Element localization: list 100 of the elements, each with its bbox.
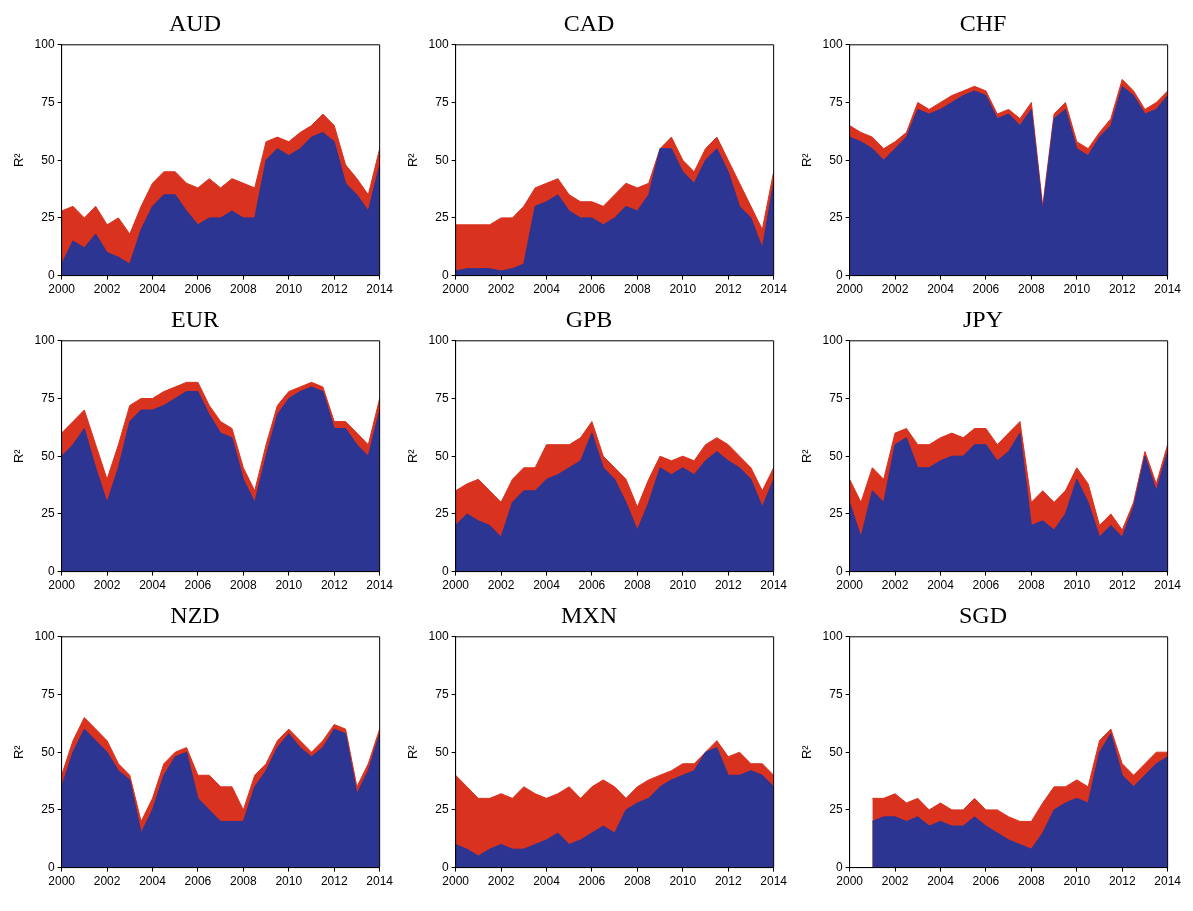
x-tick-label: 2006 [184,578,212,593]
chart-title: CHF [959,9,1007,36]
x-tick-label: 2010 [275,282,303,297]
x-tick-label: 2004 [139,282,167,297]
x-tick-label: 2014 [760,578,788,593]
x-tick-label: 2000 [442,578,470,593]
x-tick-label: 2010 [1063,282,1091,297]
y-axis-title: R² [799,448,815,464]
y-tick-label: 100 [428,629,449,644]
y-tick-label: 75 [41,686,55,701]
y-tick-label: 0 [835,859,843,874]
x-tick-label: 2008 [230,874,258,889]
x-tick-label: 2002 [881,578,909,593]
x-tick-label: 2008 [624,578,652,593]
y-axis-title: R² [405,448,421,464]
x-tick-label: 2008 [1018,578,1046,593]
x-tick-label: 2006 [972,578,1000,593]
y-tick-label: 50 [829,744,843,759]
y-tick-label: 0 [441,859,449,874]
y-tick-label: 25 [435,210,449,225]
y-tick-label: 25 [41,506,55,521]
y-axis-title: R² [799,744,815,760]
chart-title: GPB [565,305,613,332]
x-tick-label: 2012 [714,874,742,889]
x-tick-label: 2002 [93,282,121,297]
x-tick-label: 2002 [93,874,121,889]
y-tick-label: 100 [822,37,843,52]
x-tick-label: 2000 [48,578,76,593]
y-tick-label: 50 [829,448,843,463]
y-tick-label: 75 [435,390,449,405]
y-tick-label: 25 [829,210,843,225]
x-tick-label: 2006 [578,578,606,593]
y-tick-label: 50 [435,744,449,759]
x-tick-label: 2002 [487,578,515,593]
chart-title: CAD [563,9,615,36]
x-tick-label: 2012 [1108,578,1136,593]
x-tick-label: 2006 [184,282,212,297]
chart-title: NZD [170,601,220,628]
x-tick-label: 2000 [836,282,864,297]
y-tick-label: 0 [441,563,449,578]
x-tick-label: 2004 [927,282,955,297]
x-tick-label: 2004 [533,874,561,889]
x-tick-label: 2000 [442,874,470,889]
y-tick-label: 50 [829,152,843,167]
x-tick-label: 2014 [366,874,394,889]
x-tick-label: 2000 [48,874,76,889]
y-tick-label: 50 [435,152,449,167]
x-tick-label: 2000 [48,282,76,297]
chart-title: AUD [169,9,221,36]
y-tick-label: 75 [41,94,55,109]
x-tick-label: 2014 [1154,874,1182,889]
y-tick-label: 100 [822,629,843,644]
x-tick-label: 2000 [442,282,470,297]
y-tick-label: 25 [829,506,843,521]
x-tick-label: 2012 [1108,874,1136,889]
y-tick-label: 25 [41,210,55,225]
x-tick-label: 2008 [230,578,258,593]
x-tick-label: 2004 [139,578,167,593]
x-tick-label: 2014 [366,282,394,297]
x-tick-label: 2008 [624,282,652,297]
x-tick-label: 2000 [836,578,864,593]
y-tick-label: 100 [428,333,449,348]
y-axis-title: R² [11,744,27,760]
x-tick-label: 2008 [1018,874,1046,889]
x-tick-label: 2004 [927,578,955,593]
y-tick-label: 75 [829,390,843,405]
x-tick-label: 2008 [1018,282,1046,297]
y-tick-label: 0 [47,563,55,578]
x-tick-label: 2000 [836,874,864,889]
y-axis-title: R² [799,152,815,168]
y-tick-label: 0 [441,267,449,282]
x-tick-label: 2002 [93,578,121,593]
y-tick-label: 75 [435,94,449,109]
chart-title: SGD [958,601,1008,628]
y-tick-label: 50 [41,152,55,167]
x-tick-label: 2014 [760,874,788,889]
y-tick-label: 50 [435,448,449,463]
y-tick-label: 75 [829,94,843,109]
x-tick-label: 2012 [320,874,348,889]
y-axis-title: R² [11,448,27,464]
x-tick-label: 2014 [760,282,788,297]
x-tick-label: 2004 [533,578,561,593]
x-tick-label: 2006 [578,282,606,297]
y-tick-label: 50 [41,448,55,463]
y-tick-label: 100 [34,333,55,348]
x-tick-label: 2008 [230,282,258,297]
x-tick-label: 2010 [275,874,303,889]
x-tick-label: 2010 [669,282,697,297]
x-tick-label: 2010 [1063,874,1091,889]
y-tick-label: 100 [34,629,55,644]
y-axis-title: R² [11,152,27,168]
x-tick-label: 2002 [487,874,515,889]
x-tick-label: 2006 [578,874,606,889]
x-tick-label: 2012 [714,282,742,297]
x-tick-label: 2006 [184,874,212,889]
y-tick-label: 75 [829,686,843,701]
x-tick-label: 2012 [714,578,742,593]
x-tick-label: 2014 [1154,578,1182,593]
y-tick-label: 25 [829,802,843,817]
x-tick-label: 2004 [927,874,955,889]
